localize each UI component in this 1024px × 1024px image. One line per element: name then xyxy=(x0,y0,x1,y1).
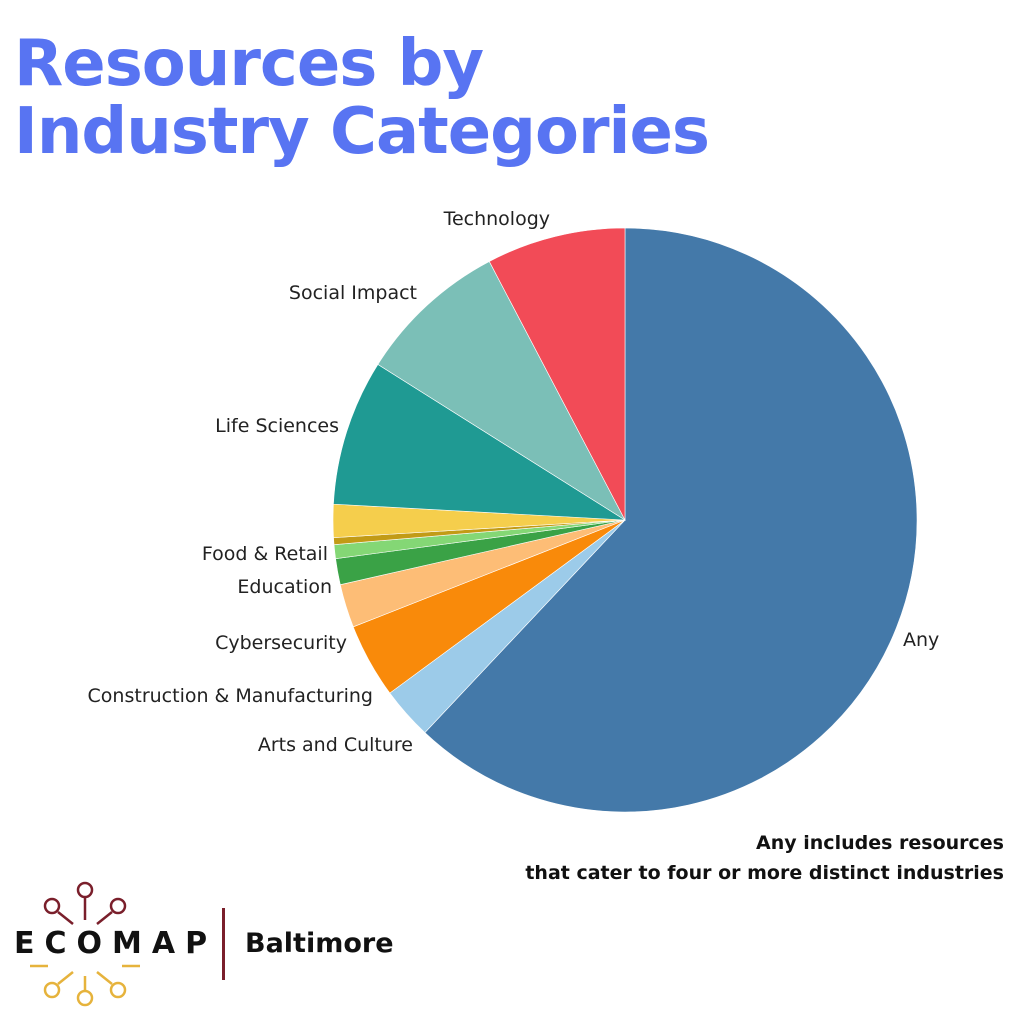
slice-label-construction-manufacturing: Construction & Manufacturing xyxy=(88,685,373,707)
slice-label-social-impact: Social Impact xyxy=(289,282,417,304)
pie-slice-technology xyxy=(488,227,626,521)
pie-slice-life-sciences xyxy=(333,364,627,521)
footnote-line-1: Any includes resources xyxy=(756,832,1004,854)
logo-divider xyxy=(222,908,225,980)
logo-wordmark: ECOMAP xyxy=(14,926,218,961)
slice-label-education: Education xyxy=(237,576,332,598)
slice-label-technology: Technology xyxy=(443,208,550,230)
logo-city: Baltimore xyxy=(245,928,394,959)
pie-slice-any xyxy=(424,227,918,813)
slice-label-any: Any xyxy=(903,629,939,651)
pie-slice-social-impact xyxy=(377,261,626,521)
slice-label-cybersecurity: Cybersecurity xyxy=(215,632,347,654)
slice-label-arts-and-culture: Arts and Culture xyxy=(258,734,413,756)
title-line-2: Industry Categories xyxy=(14,95,710,169)
slice-label-life-sciences: Life Sciences xyxy=(215,415,339,437)
footnote-line-2: that cater to four or more distinct indu… xyxy=(525,862,1004,884)
chart-footnote: Any includes resources that cater to fou… xyxy=(525,828,1004,888)
page-title: Resources by Industry Categories xyxy=(14,27,710,169)
network-icon xyxy=(30,881,140,1007)
ecomap-logo: ECOMAP Baltimore xyxy=(10,878,430,1018)
slice-label-food-retail: Food & Retail xyxy=(202,543,328,565)
title-line-1: Resources by xyxy=(14,27,484,101)
